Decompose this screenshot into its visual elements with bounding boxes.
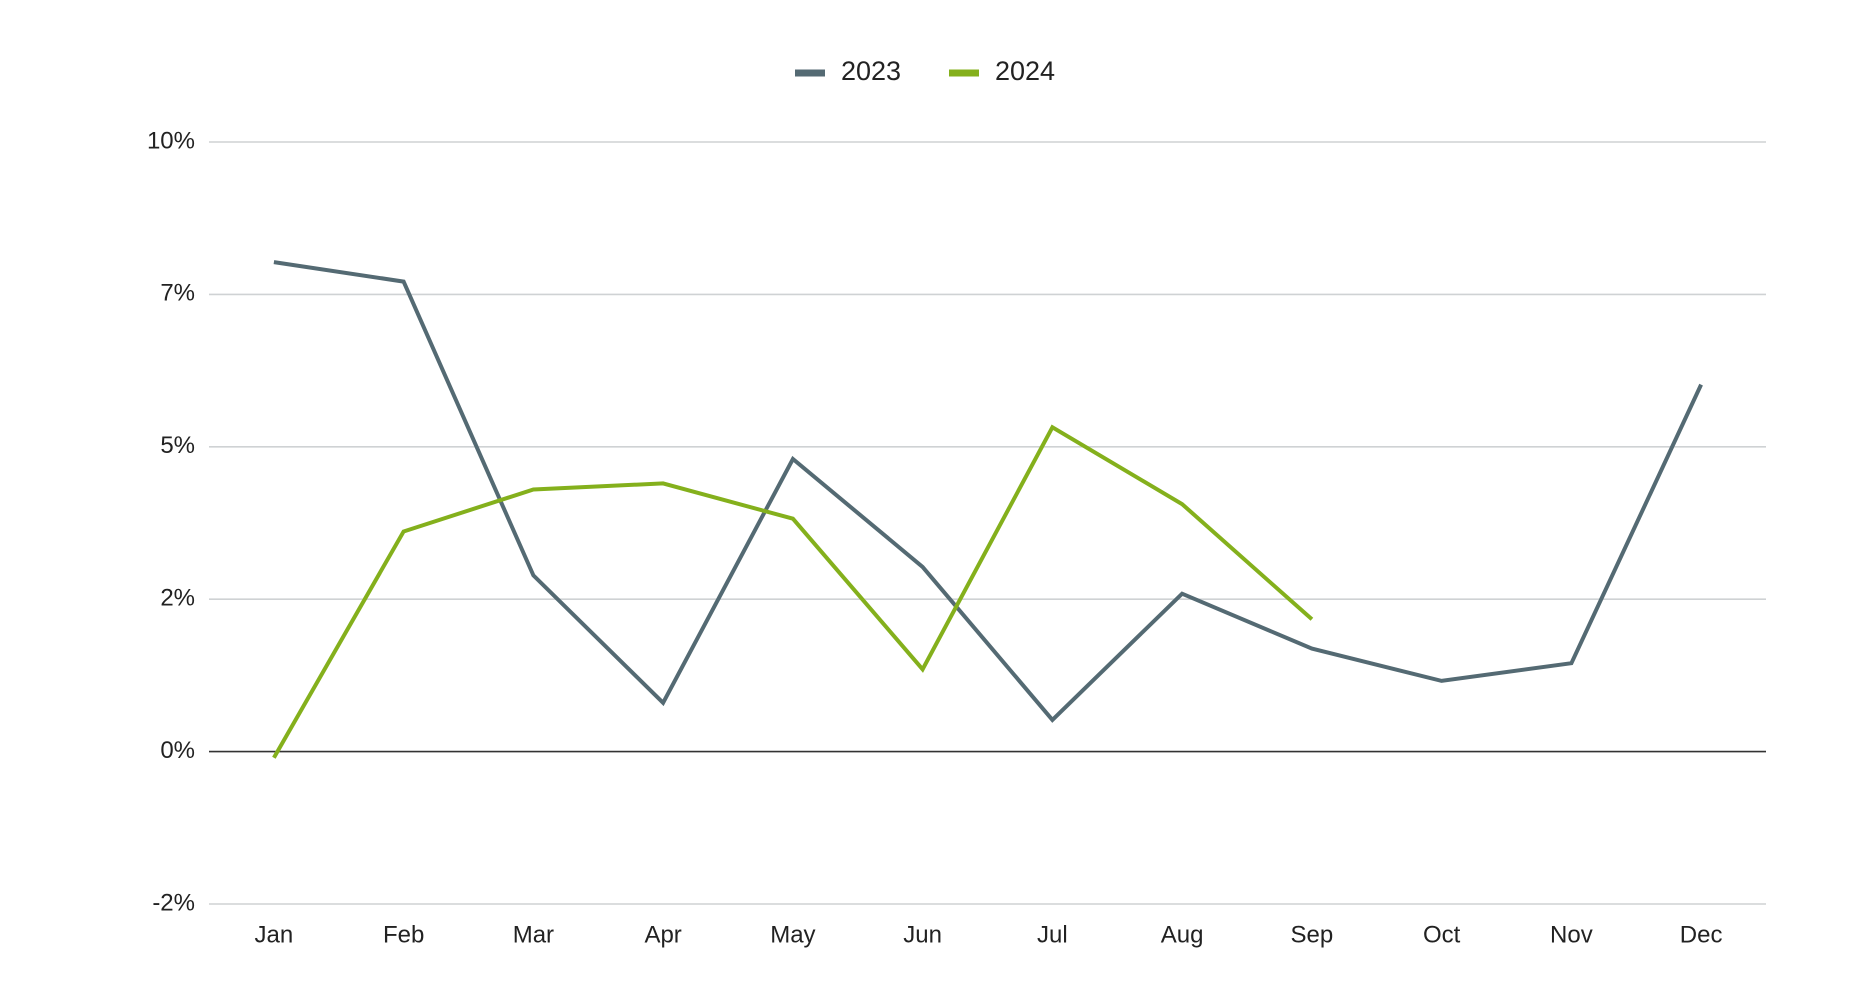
y-tick-label: -2% [152, 889, 195, 916]
legend: 2023 2024 [795, 56, 1055, 86]
x-tick-label: Sep [1291, 921, 1334, 948]
x-tick-label: Feb [383, 921, 424, 948]
x-tick-label: Dec [1680, 921, 1723, 948]
series-line [273, 260, 1703, 723]
y-tick-label: 7% [160, 280, 195, 307]
legend-label: 2024 [995, 56, 1055, 86]
legend-label: 2023 [841, 56, 901, 86]
x-tick-label: Mar [513, 921, 554, 948]
x-tick-label: Aug [1161, 921, 1204, 948]
x-tick-label: May [770, 921, 815, 948]
y-tick-label: 5% [160, 432, 195, 459]
x-tick-label: Jan [255, 921, 294, 948]
y-tick-label: 10% [147, 127, 195, 154]
series-line [272, 424, 1314, 759]
y-tick-label: 0% [160, 737, 195, 764]
y-tick-label: 2% [160, 585, 195, 612]
x-tick-label: Apr [644, 921, 681, 948]
x-tick-label: Nov [1550, 921, 1593, 948]
x-tick-label: Jun [903, 921, 942, 948]
x-tick-label: Oct [1423, 921, 1461, 948]
x-tick-label: Jul [1037, 921, 1068, 948]
